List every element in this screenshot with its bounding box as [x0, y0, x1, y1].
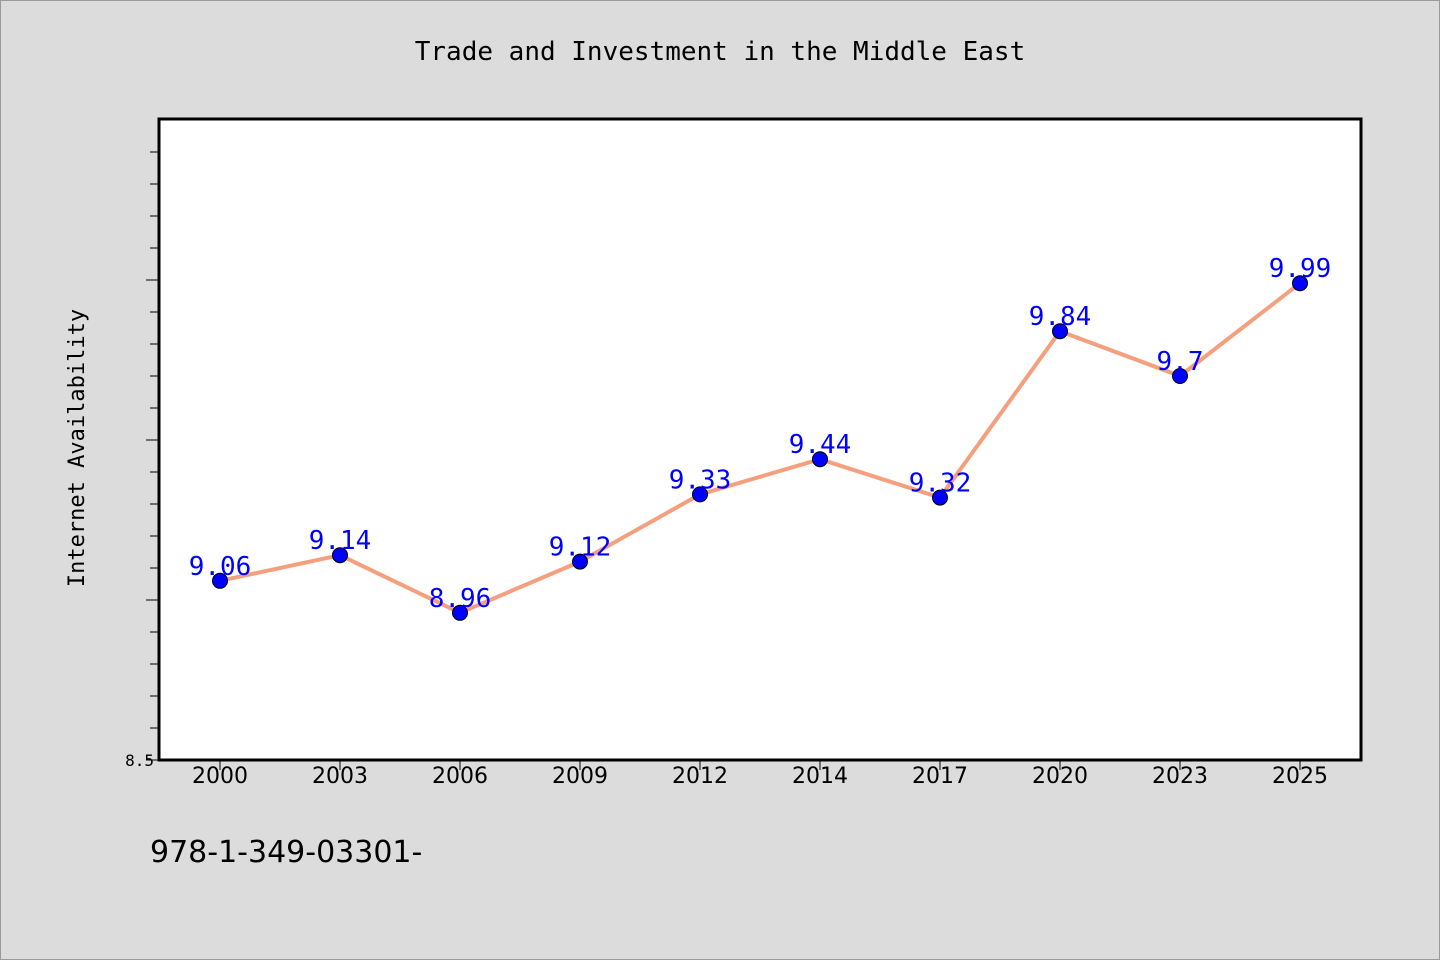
data-label: 9.14 — [309, 526, 372, 556]
data-label-group: 9.06 9.14 8.96 9.12 9.33 9.44 9.32 9.84 9.7 9.99 — [189, 254, 1332, 614]
x-tick-label: 2025 — [1272, 764, 1328, 789]
data-label: 9.12 — [549, 533, 612, 563]
series-line-group — [218, 281, 1302, 615]
x-tick-label: 2023 — [1152, 764, 1208, 789]
y-tick-label: 8.5 — [125, 751, 154, 770]
data-label: 9.7 — [1157, 347, 1204, 377]
x-tick-label: 2014 — [792, 764, 848, 789]
data-point-marker — [1292, 275, 1308, 292]
data-point-marker — [452, 604, 468, 621]
x-tick-label: 2009 — [552, 764, 608, 789]
data-label: 9.84 — [1029, 302, 1092, 332]
data-point-marker — [1172, 368, 1188, 384]
data-point-marker — [812, 451, 828, 468]
x-axis-ticks: 2000 2003 2006 2009 2012 2014 2017 2020 2023 2025 — [192, 761, 1328, 789]
data-point-marker — [332, 547, 348, 564]
x-tick-label: 2000 — [192, 764, 248, 789]
y-axis-ticks: 8.5 — [125, 151, 159, 770]
series-marker-group — [212, 275, 1308, 621]
x-tick-label: 2017 — [912, 764, 968, 789]
data-point-marker — [692, 486, 708, 503]
y-axis-label: Internet Availability — [65, 309, 90, 587]
data-label: 9.33 — [669, 465, 732, 495]
chart-title: Trade and Investment in the Middle East — [415, 37, 1025, 67]
x-tick-label: 2012 — [672, 764, 728, 789]
data-label: 9.06 — [189, 552, 252, 582]
plot-area — [157, 117, 1363, 762]
x-tick-label: 2006 — [432, 764, 488, 789]
data-point-marker — [1052, 323, 1068, 340]
data-point-marker — [932, 489, 948, 506]
data-point-marker — [572, 553, 588, 570]
x-tick-label: 2020 — [1032, 764, 1088, 789]
series-line — [218, 281, 1302, 615]
footer-isbn-text: 978-1-349-03301- — [150, 835, 422, 870]
data-label: 9.44 — [789, 430, 852, 460]
data-label: 9.32 — [909, 469, 972, 499]
x-tick-label: 2003 — [312, 764, 368, 789]
data-label: 9.99 — [1269, 254, 1332, 284]
data-label: 8.96 — [429, 584, 492, 614]
data-point-marker — [212, 572, 228, 589]
